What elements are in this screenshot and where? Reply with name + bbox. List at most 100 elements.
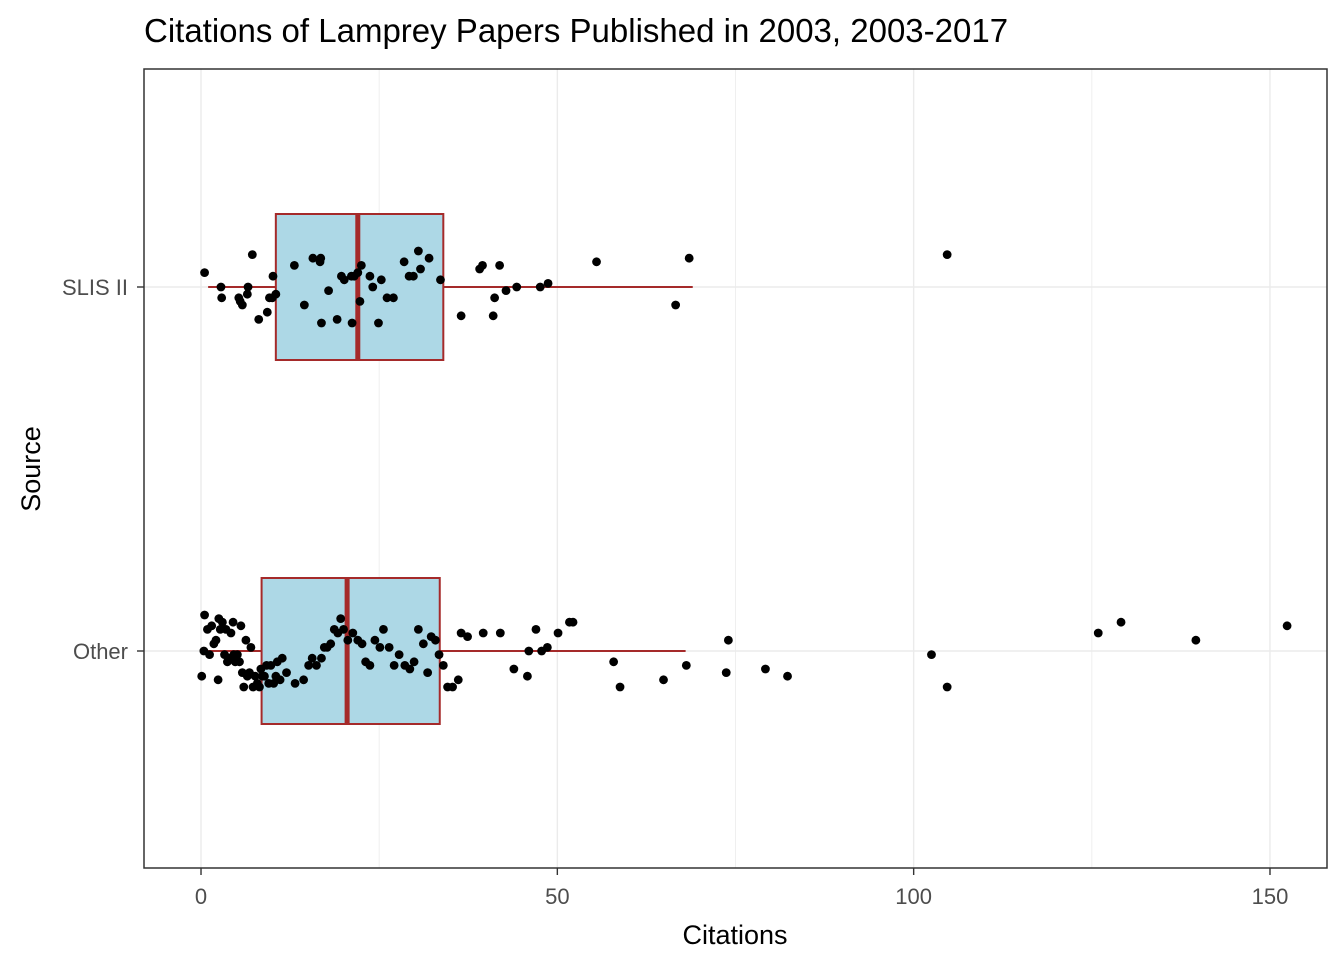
chart-title: Citations of Lamprey Papers Published in…	[144, 12, 1008, 49]
data-point	[312, 661, 321, 670]
data-point	[376, 275, 386, 285]
data-point	[277, 653, 287, 663]
data-point	[408, 271, 418, 281]
data-point	[307, 653, 317, 663]
data-point	[282, 668, 291, 677]
data-point	[339, 625, 348, 634]
data-point	[1282, 621, 1292, 631]
data-point	[324, 286, 333, 295]
data-point	[389, 661, 399, 670]
data-point	[289, 261, 299, 270]
data-point	[509, 664, 519, 674]
data-point	[326, 639, 336, 649]
data-point	[239, 682, 249, 692]
data-point	[535, 282, 545, 292]
data-point	[523, 671, 532, 681]
data-point	[542, 643, 552, 652]
box-iqr	[260, 577, 441, 725]
data-point	[942, 682, 952, 692]
data-point	[260, 671, 269, 681]
data-point	[721, 668, 731, 677]
data-point	[405, 664, 415, 674]
data-point	[434, 650, 444, 659]
data-point	[241, 635, 251, 645]
point-layer	[197, 246, 1292, 692]
data-point	[394, 650, 404, 659]
data-point	[197, 671, 207, 681]
data-point	[512, 282, 522, 292]
data-point	[299, 300, 309, 310]
data-point	[268, 271, 278, 281]
data-point	[490, 293, 500, 303]
data-point	[413, 246, 423, 256]
data-point	[356, 261, 366, 270]
data-point	[375, 643, 385, 652]
data-point	[488, 311, 498, 321]
box-layer	[201, 213, 693, 725]
data-point	[339, 275, 349, 285]
data-point	[266, 661, 276, 670]
data-point	[659, 675, 668, 685]
data-point	[399, 257, 409, 267]
data-point	[217, 617, 227, 627]
data-point	[317, 318, 326, 328]
data-point	[211, 635, 221, 645]
data-point	[246, 643, 256, 652]
data-point	[271, 289, 281, 299]
data-point	[783, 671, 792, 681]
data-point	[463, 632, 472, 641]
data-point	[424, 253, 434, 263]
data-point	[226, 628, 236, 638]
data-point	[723, 635, 733, 645]
data-point	[553, 628, 563, 638]
data-point	[478, 261, 487, 270]
data-point	[247, 250, 257, 259]
data-point	[205, 650, 214, 659]
data-point	[347, 318, 357, 328]
data-point	[365, 661, 375, 670]
data-point	[236, 621, 246, 631]
data-point	[1093, 628, 1103, 638]
data-point	[200, 610, 209, 620]
data-point	[228, 617, 238, 627]
data-point	[317, 653, 326, 663]
data-point	[355, 297, 365, 306]
data-point	[379, 625, 388, 634]
data-point	[942, 250, 952, 259]
data-point	[495, 628, 505, 638]
y-tick-label: Other	[73, 639, 128, 664]
data-point	[495, 261, 505, 270]
data-point	[416, 264, 425, 274]
data-point	[299, 675, 309, 685]
data-point	[232, 650, 242, 659]
data-point	[370, 635, 380, 645]
data-point	[200, 268, 209, 277]
data-point	[418, 639, 428, 649]
data-point	[242, 289, 252, 299]
data-point	[250, 671, 260, 681]
data-point	[543, 279, 553, 288]
data-point	[531, 625, 541, 634]
data-point	[237, 300, 247, 310]
data-point	[615, 682, 625, 692]
y-axis-title: Source	[16, 426, 46, 512]
data-point	[213, 675, 223, 685]
data-point	[235, 657, 244, 667]
panel-border	[143, 68, 1328, 869]
data-point	[243, 282, 253, 292]
data-point	[448, 682, 457, 692]
data-point	[384, 643, 394, 652]
axis-layer: 0 50 100 150 SLIS II Other	[62, 275, 1288, 909]
data-point	[368, 282, 378, 292]
data-point	[409, 657, 419, 667]
data-point	[456, 311, 466, 321]
x-axis-title: Citations	[682, 920, 787, 950]
data-point	[501, 286, 511, 295]
data-point	[1116, 617, 1126, 627]
data-point	[684, 253, 694, 263]
data-point	[255, 682, 264, 692]
data-point	[316, 253, 326, 263]
data-point	[290, 679, 300, 688]
data-point	[348, 628, 358, 638]
